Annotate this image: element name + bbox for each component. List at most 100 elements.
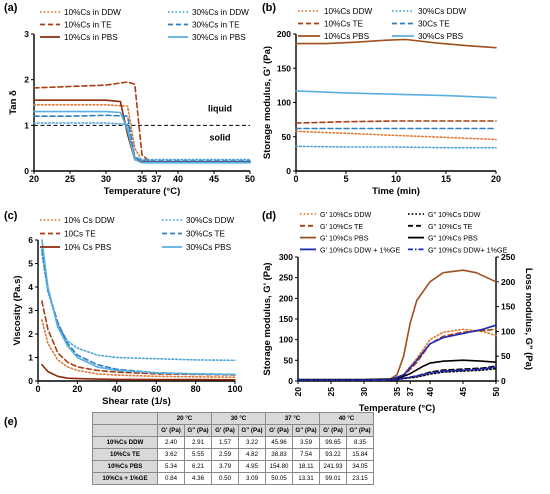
y-tick-label: 3 (24, 29, 29, 39)
table-cell: 241.93 (319, 460, 347, 473)
series-line (297, 269, 497, 381)
x-tick-label: 20 (72, 384, 82, 394)
panel-label-e: (e) (4, 416, 18, 428)
table-cell: 50.05 (265, 472, 293, 485)
series-line (41, 253, 236, 362)
x-axis-label: Time (min) (372, 186, 420, 197)
table-row-label: 10%Cs DDW (92, 436, 158, 449)
chart-panel-3: 20 25 30 35 37 40 45 50050100150200250300050100… (262, 210, 534, 414)
panel-label-d: (d) (262, 210, 277, 222)
table-header-temp: 30 °C (211, 412, 266, 425)
x-tick-label: 30 (101, 174, 111, 184)
y-axis-label: Viscosity (Pa.s) (12, 275, 23, 345)
panel-label-b: (b) (262, 2, 277, 14)
legend-label: 30%Cs PBS (186, 243, 232, 252)
table-cell: 18.11 (292, 460, 320, 473)
legend-label: 30Cs TE (418, 20, 450, 29)
y-tick-label: 2 (24, 75, 29, 85)
series-line (295, 90, 497, 99)
legend-label: 10%Cs in PBS (64, 33, 118, 42)
y-tick-label: 6 (28, 235, 33, 245)
table-subheader: G' (Pa) (211, 424, 239, 437)
legend-label: G' 10%Cs PBS (320, 234, 369, 243)
y-tick-label: 0 (28, 376, 33, 386)
series-line (295, 38, 497, 49)
x-axis-label: Shear rate (1/s) (102, 396, 171, 407)
legend-label: 30%Cs DDW (186, 216, 234, 225)
series-line (41, 248, 236, 376)
table-cell: 99.01 (319, 472, 347, 485)
table-cell: 15.84 (346, 448, 374, 461)
series-line (295, 130, 497, 141)
legend-label: 10% Cs PBS (64, 243, 112, 252)
legend-label: G" 10%Cs DDW (428, 210, 481, 219)
x-tick-label: 35 (392, 387, 402, 397)
table-subheader: G' (Pa) (265, 424, 293, 437)
table-row: 10%Cs + 1%GE 0.84 4.36 0.50 3.09 50.05 1… (92, 472, 374, 485)
y-tick-label: 150 (279, 314, 293, 324)
x-tick-label: 100 (227, 384, 242, 394)
series-line (295, 145, 497, 149)
chart-panel-0: 20 25 30 35 37 40 45 50 0 1 2 3 Temperature (°C) Tan … (8, 8, 255, 197)
table-cell: 3.22 (238, 436, 266, 449)
y-tick-label: 300 (279, 252, 293, 262)
x-tick-label: 40 (425, 387, 435, 397)
x-axis-label: Temperature (°C) (104, 186, 180, 197)
panel-label-a: (a) (4, 2, 18, 14)
y-tick-label: 150 (277, 63, 291, 73)
panel-label-c: (c) (4, 210, 18, 222)
table-cell: 4.82 (238, 448, 266, 461)
table-cell: 4.36 (184, 472, 212, 485)
x-tick-label: 80 (191, 384, 201, 394)
series-line (41, 319, 236, 379)
x-tick-label: 0 (293, 174, 298, 184)
table-subheader: G' (Pa) (157, 424, 185, 437)
legend-label: G" 10%Cs PBS (428, 234, 478, 243)
y-tick-label: 50 (284, 355, 294, 365)
y-tick-label: 0 (286, 166, 291, 176)
y-tick-label: 250 (279, 273, 293, 283)
y-tick-label: 5 (28, 259, 33, 269)
y-tick-label-right: 150 (501, 302, 515, 312)
y-tick-label: 0 (288, 376, 293, 386)
table-cell: 23.15 (346, 472, 374, 485)
x-tick-label: 37 (405, 387, 415, 397)
table-cell: 5.34 (157, 460, 185, 473)
chart-panel-2: 0 20 40 60 80 100 0 1 2 3 4 5 6 Shear rate (1/s) Visco… (12, 216, 243, 407)
y-tick-label-right: 100 (501, 326, 515, 336)
series-line (33, 114, 251, 162)
y-axis-label-right: Loss modulus, G" (Pa) (523, 268, 534, 370)
y-tick-label: 0 (24, 166, 29, 176)
x-tick-label: 20 (29, 174, 39, 184)
series-line (41, 300, 236, 376)
x-tick-label: 25 (326, 387, 336, 397)
series-line (41, 239, 236, 376)
table-subheader: G" (Pa) (292, 424, 320, 437)
moduli-table: 20 °C 30 °C 37 °C 40 °C G' (Pa) G" (Pa) … (92, 412, 374, 485)
legend-label: 30%Cs DDW (418, 7, 466, 16)
table-subheader-row: G' (Pa) G" (Pa) G' (Pa) G" (Pa) G' (Pa) … (92, 424, 374, 437)
y-tick-label-right: 250 (501, 252, 515, 262)
legend-label: 10%Cs PBS (324, 32, 370, 41)
x-tick-label: 40 (112, 384, 122, 394)
x-tick-label: 25 (65, 174, 75, 184)
y-tick-label: 3 (28, 306, 33, 316)
x-tick-label: 40 (173, 174, 183, 184)
series-line (33, 110, 251, 164)
y-tick-label: 2 (28, 329, 33, 339)
y-tick-label: 200 (277, 29, 291, 39)
y-tick-label: 100 (279, 335, 293, 345)
table-row: 10%Cs TE 3.62 5.55 2.59 4.82 38.83 7.54 … (92, 448, 374, 461)
legend-label: 10%Cs TE (324, 20, 364, 29)
table-cell: 154.80 (265, 460, 293, 473)
y-tick-label: 4 (28, 282, 33, 292)
legend-label: 30%Cs in TE (192, 21, 240, 30)
series-line (41, 363, 236, 381)
table-cell: 6.21 (184, 460, 212, 473)
series-line (297, 366, 497, 381)
x-tick-label: 20 (293, 387, 303, 397)
table-cell: 8.35 (346, 436, 374, 449)
x-tick-label: 15 (441, 174, 451, 184)
